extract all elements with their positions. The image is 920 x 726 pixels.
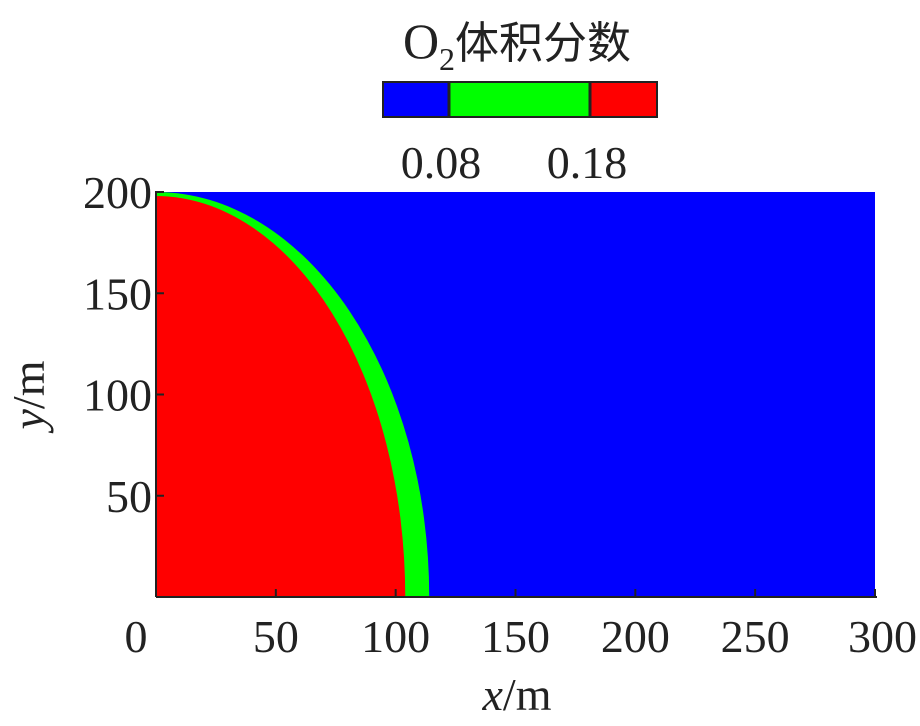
y-tick-label-200: 200 [83,167,152,218]
plot-area [155,191,877,598]
colorbar-segment-1 [383,82,449,117]
y-axis-ticks: 50 100 150 200 [83,167,164,522]
y-tick-label-50: 50 [106,471,152,522]
title-subscript: 2 [439,41,455,77]
colorbar-segment-3 [590,82,657,117]
colorbar-tick-label-2: 0.18 [547,137,628,188]
colorbar-tick-label-1: 0.08 [401,137,482,188]
chart-title: O2体积分数 [403,13,631,77]
x-axis-ticks: 0 50 100 150 200 250 300 [125,589,917,662]
colorbar-border [382,81,658,118]
title-base: O [403,13,439,69]
region-2 [156,196,406,598]
x-tick-label-200: 200 [601,611,670,662]
y-tick-label-100: 100 [83,370,152,421]
x-axis-label-unit: /m [503,669,552,720]
x-tick-label-300: 300 [848,611,917,662]
x-tick-label-50: 50 [253,611,299,662]
x-tick-label-100: 100 [361,611,430,662]
y-axis-label-var: y [3,408,54,433]
x-axis-label: x/m [482,669,552,720]
colorbar-segment-2 [449,82,590,117]
x-tick-label-250: 250 [721,611,790,662]
y-tick-label-150: 150 [83,268,152,319]
y-axis-label-unit: /m [3,360,54,409]
y-axis-label: y/m [3,360,54,433]
colorbar [382,81,658,118]
x-tick-label-0: 0 [125,611,148,662]
x-tick-label-150: 150 [481,611,550,662]
title-rest: 体积分数 [455,18,631,69]
x-axis-label-var: x [482,669,504,720]
